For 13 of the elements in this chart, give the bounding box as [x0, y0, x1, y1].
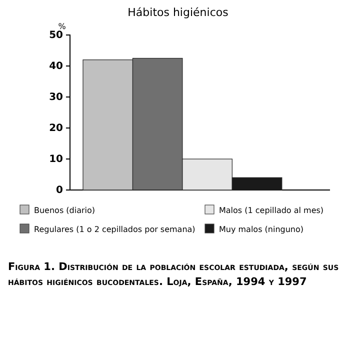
legend-label: Buenos (diario): [34, 206, 96, 215]
y-tick-label: 10: [49, 154, 64, 166]
y-tick-label: 20: [49, 123, 64, 134]
y-tick-label: 0: [56, 185, 64, 196]
legend-label: Muy malos (ninguno): [219, 225, 304, 234]
text: Figura 1. Distribución de la población escolar estudiada, según sus hábitos higiénicos bucodentales. Loja, España, 1994 y 1997: [8, 261, 339, 288]
y-tick-label: 50: [49, 30, 64, 42]
legend-label: Malos (1 cepillado al mes): [219, 206, 324, 215]
chart-title: Hábitos higiénicos: [128, 6, 229, 19]
y-axis-title: %: [58, 22, 66, 31]
y-tick-label: 30: [49, 92, 64, 104]
y-tick-label: 40: [49, 61, 64, 72]
legend-label: Regulares (1 o 2 cepillados por semana): [34, 225, 196, 234]
